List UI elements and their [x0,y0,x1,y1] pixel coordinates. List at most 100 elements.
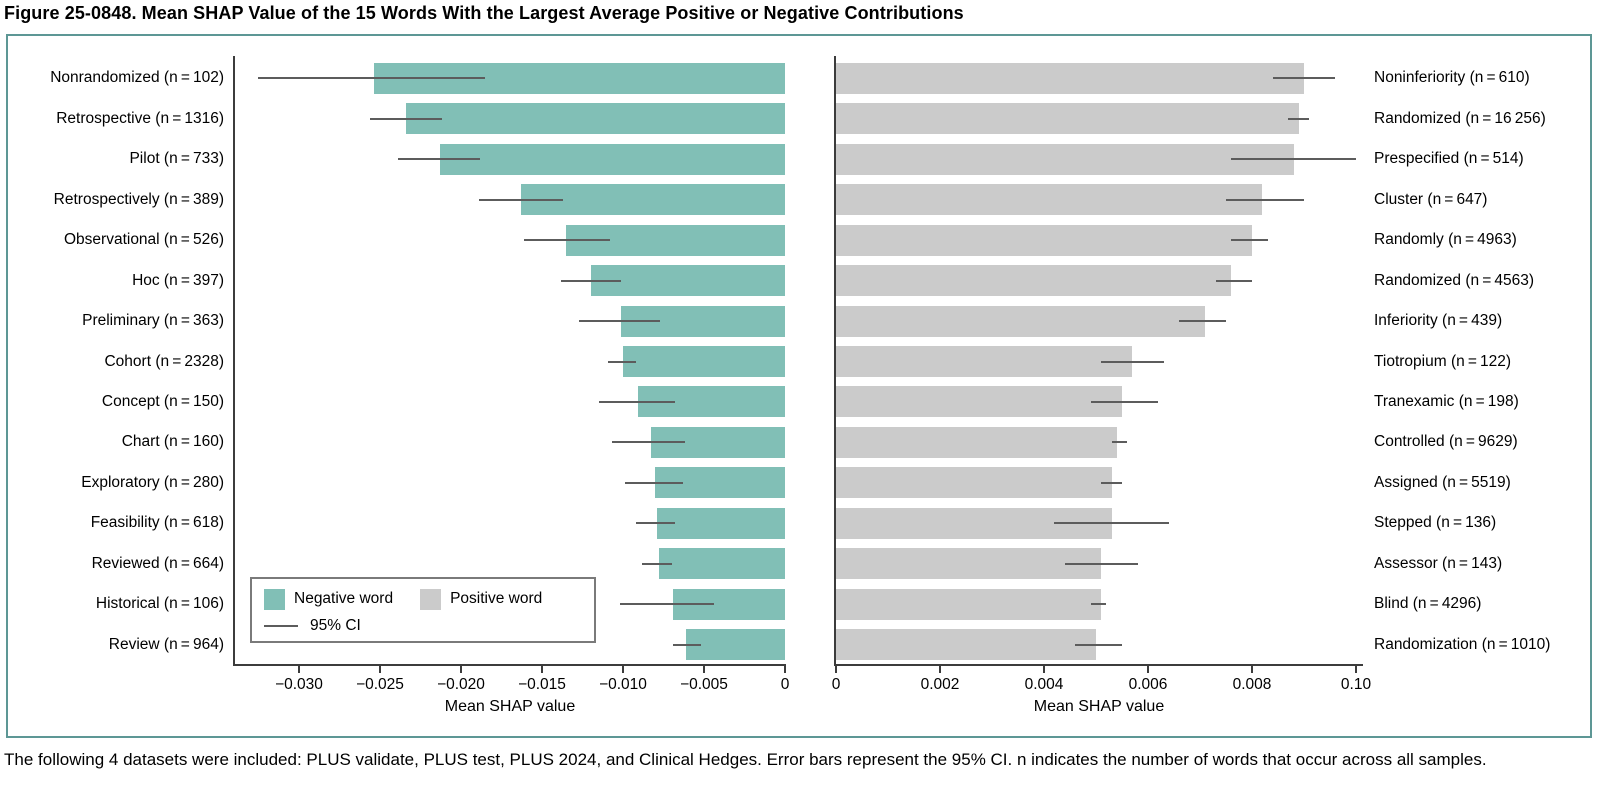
ci-error-bar [561,279,622,282]
x-axis-tick [297,666,300,673]
positive-bar [836,548,1102,580]
category-label: Inferiority (n = 439) [1374,312,1503,330]
ci-error-bar [397,158,481,161]
x-axis-tick-label: −0.025 [356,676,404,693]
y-axis-line [834,56,836,666]
positive-bar [836,103,1299,135]
x-axis-tick-label: 0.006 [1128,676,1168,693]
category-label: Cohort (n = 2328) [104,352,224,370]
category-label: Nonrandomized (n = 102) [50,69,224,87]
ci-error-bar [1054,522,1169,525]
ci-error-bar [624,481,683,484]
category-label: Historical (n = 106) [95,595,224,613]
ci-error-bar [598,400,675,403]
ci-error-bar [258,77,486,80]
positive-bar [836,629,1096,661]
legend: Negative word Positive word 95% CI [250,577,596,643]
x-axis-tick-label: 0.10 [1340,676,1372,693]
x-axis-tick-label: −0.005 [680,676,728,693]
figure-title: Figure 25-0848. Mean SHAP Value of the 1… [4,3,964,23]
x-axis-title: Mean SHAP value [1033,698,1165,715]
negative-bar [520,184,785,216]
x-axis-tick-label: −0.010 [599,676,647,693]
category-label: Blind (n = 4296) [1374,595,1482,613]
category-label: Prespecified (n = 514) [1374,150,1524,168]
legend-row-ci: 95% CI [264,615,361,637]
figure-frame: −0.030 −0.025 −0.020 −0.015 −0.010 −0.005 0 Mea… [6,34,1592,738]
x-axis-title: Mean SHAP value [444,698,576,715]
positive-bar [836,143,1294,175]
category-label: Randomized (n = 4563) [1374,271,1535,289]
category-label: Randomized (n = 16 256) [1374,109,1546,127]
category-label: Stepped (n = 136) [1374,514,1497,532]
ci-error-bar [1090,603,1107,606]
x-axis-tick [835,666,837,673]
category-label: Retrospective (n = 1316) [56,109,224,127]
ci-error-bar [611,441,685,444]
positive-bar [836,467,1112,499]
category-label: Concept (n = 150) [101,392,224,410]
x-axis-tick [459,666,462,673]
category-label: Exploratory (n = 280) [81,473,224,491]
category-label: Observational (n = 526) [63,231,224,249]
negative-bar [657,507,785,539]
legend-negative-label: Negative word [294,590,394,607]
category-label: Noninferiority (n = 610) [1374,69,1530,87]
category-label: Cluster (n = 647) [1374,190,1488,208]
x-axis-tick-label: 0 [831,676,841,693]
ci-error-bar [1231,239,1268,242]
positive-bar [836,62,1305,94]
x-axis-tick-label: −0.020 [437,676,485,693]
category-label: Retrospectively (n = 389) [53,190,224,208]
ci-error-bar [673,643,701,646]
x-axis-tick [1355,666,1358,673]
x-axis-tick [378,666,381,673]
x-axis-tick [939,666,941,673]
positive-bar [836,426,1117,458]
positive-bar [836,346,1133,377]
ci-line-swatch [264,625,298,627]
negative-bar [658,548,785,580]
x-axis-tick-label: 0.004 [1024,676,1064,693]
negative-word-swatch [264,588,285,610]
ci-error-bar [608,360,636,363]
category-label: Review (n = 964) [108,635,224,653]
x-axis-tick-label: 0 [780,676,790,693]
x-axis-tick-label: 0.002 [920,676,960,693]
category-label: Tranexamic (n = 198) [1374,392,1519,410]
ci-error-bar [1226,198,1304,201]
positive-bar [836,588,1102,620]
positive-bar [836,305,1206,337]
positive-word-swatch [420,588,442,610]
ci-error-bar [1101,481,1122,484]
category-label: Reviewed (n = 664) [91,554,224,572]
x-axis-tick [1147,666,1149,673]
ci-error-bar [524,239,611,242]
category-label: Chart (n = 160) [121,433,224,451]
category-label: Pilot (n = 733) [129,150,224,168]
category-label: Assigned (n = 5519) [1374,473,1511,491]
ci-error-bar [1111,441,1128,444]
legend-row-words: Negative word Positive word [264,587,542,611]
ci-error-bar [370,117,442,120]
ci-error-bar [1179,320,1226,323]
category-label: Hoc (n = 397) [132,271,224,289]
category-label: Controlled (n = 9629) [1374,433,1518,451]
x-axis-line [234,664,786,666]
negative-bar [622,346,785,377]
category-label: Preliminary (n = 363) [82,312,224,330]
negative-bar [590,265,785,297]
positive-bar [836,224,1253,256]
ci-error-bar [579,320,661,323]
negative-bar [405,103,785,135]
ci-error-bar [642,562,672,565]
x-axis-tick [702,666,705,673]
category-label: Randomization (n = 1010) [1374,635,1551,653]
ci-error-bar [1101,360,1164,363]
ci-error-bar [635,522,675,525]
x-axis-tick [784,666,786,673]
x-axis-tick [540,666,543,673]
category-label: Feasibility (n = 618) [90,514,224,532]
negative-bar [686,629,785,661]
legend-ci-label: 95% CI [310,617,361,634]
